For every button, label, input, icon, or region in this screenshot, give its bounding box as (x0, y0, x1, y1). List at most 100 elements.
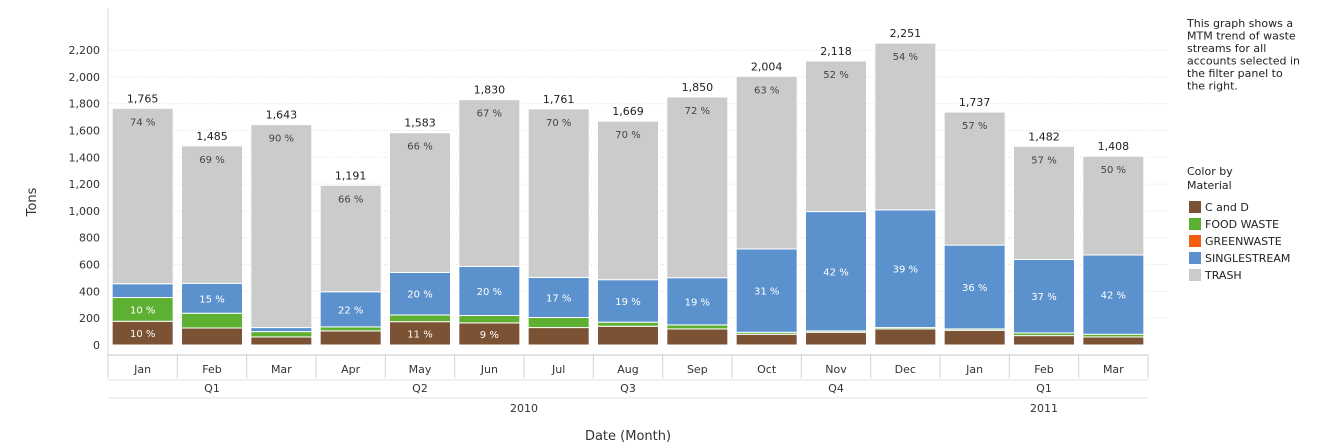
legend-item-label: TRASH (1204, 269, 1242, 282)
month-label: May (409, 363, 432, 376)
quarter-label: Q1 (1036, 382, 1052, 395)
bar-stack: 31 % 63 % 2,004 (735, 60, 798, 346)
segment-label: 36 % (962, 283, 987, 294)
segment-label: 90 % (269, 134, 294, 145)
bar-segment (874, 328, 937, 346)
segment-label: 19 % (685, 297, 710, 308)
month-label: Jan (133, 363, 151, 376)
note-line: the right. (1187, 80, 1238, 93)
total-label: 2,251 (890, 27, 922, 40)
segment-label: 57 % (962, 121, 987, 132)
bar-segment (527, 108, 590, 278)
y-tick-label: 2,000 (69, 71, 101, 84)
bar-segment (735, 248, 798, 333)
segment-label: 31 % (754, 287, 779, 298)
legend-swatch (1189, 218, 1201, 230)
total-label: 1,408 (1098, 140, 1130, 153)
note-line: the filter panel to (1187, 67, 1283, 80)
total-label: 1,191 (335, 169, 367, 182)
segment-label: 54 % (893, 52, 918, 63)
bar-stack: 15 % 69 % 1,485 (181, 130, 243, 346)
bar-segment (319, 184, 382, 293)
legend-item-label: C and D (1205, 201, 1249, 214)
y-tick-label: 2,200 (69, 44, 101, 57)
bar-segment (389, 132, 451, 273)
bar-stack: 39 % 54 % 2,251 (874, 27, 937, 346)
bar-segment (1082, 254, 1145, 335)
bar-segment (943, 111, 1006, 246)
segment-label: 10 % (130, 329, 155, 340)
y-tick-label: 600 (79, 259, 100, 272)
y-axis: 0 200 400 600 800 1,000 1,200 1,400 1,600 1,800 2,… (69, 44, 101, 352)
segment-label: 70 % (546, 118, 571, 129)
segment-label: 39 % (893, 265, 918, 276)
segment-label: 50 % (1101, 165, 1126, 176)
quarter-label: Q4 (828, 382, 844, 395)
bar-stack: 11 % 20 % 66 % 1,583 (389, 117, 451, 346)
note-line: accounts selected in (1187, 55, 1300, 68)
segment-label: 37 % (1031, 292, 1056, 303)
note-line: This graph shows a (1186, 17, 1293, 30)
bar-segment (666, 96, 729, 279)
quarter-label: Q3 (620, 382, 636, 395)
bar-segment (250, 331, 313, 338)
x-axis-title: Date (Month) (585, 429, 671, 444)
bar-stack: 9 % 20 % 67 % 1,830 (458, 84, 521, 346)
total-label: 1,482 (1028, 130, 1060, 143)
bar-segment (250, 124, 313, 329)
bar-stack: 36 % 57 % 1,737 (943, 96, 1006, 346)
total-label: 1,669 (612, 105, 644, 118)
month-label: Dec (895, 363, 916, 376)
segment-label: 74 % (130, 117, 155, 128)
segment-label: 70 % (615, 130, 640, 141)
year-label: 2010 (510, 402, 538, 415)
bar-segment (597, 321, 659, 327)
bar-segment (1013, 145, 1075, 260)
segment-label: 20 % (477, 287, 502, 298)
segment-label: 52 % (823, 70, 848, 81)
bar-segment (597, 120, 659, 281)
segment-label: 66 % (338, 194, 363, 205)
legend-swatch (1189, 201, 1201, 213)
legend-item-label: SINGLESTREAM (1205, 252, 1290, 265)
bar-segment (943, 244, 1006, 330)
segment-label: 69 % (199, 155, 224, 166)
total-label: 1,830 (474, 84, 506, 97)
bar-segment (181, 145, 243, 284)
y-tick-label: 400 (79, 285, 100, 298)
bar-segment (458, 99, 521, 267)
bar-segment (458, 265, 521, 317)
bar-segment (805, 60, 867, 213)
legend-swatch (1189, 269, 1201, 281)
month-label: Nov (825, 363, 847, 376)
bar-segment (389, 271, 451, 316)
note-line: MTM trend of waste (1187, 30, 1296, 43)
bar-segment (111, 107, 174, 285)
month-label: Jun (480, 363, 498, 376)
segment-label: 42 % (823, 267, 848, 278)
month-label: Oct (757, 363, 777, 376)
y-tick-label: 1,000 (69, 205, 101, 218)
bar-stack: 42 % 52 % 2,118 (805, 45, 867, 346)
y-tick-label: 0 (93, 339, 100, 352)
month-label: Jan (965, 363, 983, 376)
segment-label: 42 % (1101, 291, 1126, 302)
legend-title: Material (1187, 179, 1232, 192)
bar-segment (111, 283, 174, 299)
bar-segment (1013, 258, 1075, 334)
bar-segment (874, 42, 937, 211)
bar-segment (943, 329, 1006, 346)
legend-item-label: GREENWASTE (1205, 235, 1282, 248)
total-label: 1,765 (127, 92, 159, 105)
bar-segment (527, 276, 590, 319)
bar-stack: 90 % 1,643 (250, 109, 313, 346)
segment-label: 10 % (130, 305, 155, 316)
segment-label: 67 % (477, 109, 502, 120)
bar-segment (805, 331, 867, 346)
month-label: Feb (1034, 363, 1053, 376)
segment-label: 57 % (1031, 155, 1056, 166)
segment-label: 66 % (407, 142, 432, 153)
